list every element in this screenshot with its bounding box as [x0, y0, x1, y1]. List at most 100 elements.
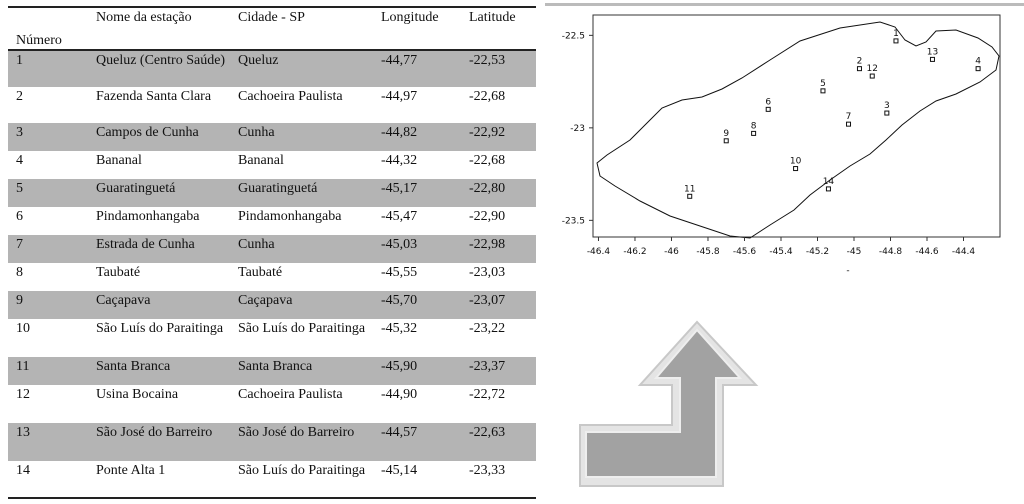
region-outline: [596, 21, 1000, 239]
table-cell: Queluz (Centro Saúde): [96, 50, 238, 87]
table-cell: -44,32: [381, 153, 418, 168]
station-label: 11: [684, 184, 695, 194]
table-cell: Caçapava: [96, 291, 238, 319]
table-cell: -23,07: [469, 291, 536, 319]
table-row: 2 Fazenda Santa Clara Cachoeira Paulista -4…: [8, 87, 536, 123]
table-cell: Fazenda Santa Clara: [96, 89, 212, 104]
table-cell: Santa Branca: [238, 357, 381, 385]
header-cell: Número: [8, 8, 96, 51]
table-cell: -23,37: [469, 357, 536, 385]
table-cell: -45,17: [381, 179, 469, 207]
table-cell: Cachoeira Paulista: [238, 89, 343, 104]
y-tick-label: -23.5: [562, 216, 585, 226]
station-marker: [884, 110, 890, 116]
table-cell: 3: [8, 123, 96, 151]
table-row: 13 São José do Barreiro São José do Barrei…: [8, 423, 536, 461]
table-cell: -44,82: [381, 123, 469, 151]
table-cell: -45,03: [381, 235, 469, 263]
table-cell: Bananal: [238, 153, 284, 168]
arrow-icon: [579, 320, 759, 487]
station-label: 13: [927, 47, 938, 57]
station-table: Número Nome da estação Cidade - SP Longitud…: [8, 8, 536, 497]
y-tick-label: -22.5: [562, 31, 585, 41]
station-label: 10: [790, 157, 802, 167]
table-cell: Usina Bocaina: [96, 387, 179, 402]
table-cell: -44,77: [381, 50, 469, 87]
table-cell: -45,32: [381, 321, 418, 336]
table-cell: Estrada de Cunha: [96, 235, 238, 263]
table-cell: Guaratinguetá: [238, 179, 381, 207]
table-cell: -44,90: [381, 387, 418, 402]
table-cell: 1: [8, 50, 96, 87]
table-cell: -23,33: [469, 463, 506, 478]
x-tick-label: -44.6: [915, 247, 939, 257]
table-cell: São Luís do Paraitinga: [238, 463, 366, 478]
x-tick-label: -45: [847, 247, 862, 257]
table-cell: -22,63: [469, 423, 536, 461]
header-cell: Nome da estação: [96, 8, 238, 51]
x-tick-label: -44.4: [952, 247, 976, 257]
table-cell: 2: [16, 89, 23, 104]
x-tick-label: -46.2: [623, 247, 646, 257]
table-cell: Taubaté: [96, 265, 141, 280]
table-cell: -22,80: [469, 179, 536, 207]
y-tick-label: -23: [570, 124, 585, 134]
station-marker: [975, 66, 981, 72]
table-row: 12 Usina Bocaina Cachoeira Paulista -44,90 -…: [8, 385, 536, 423]
table-cell: Ponte Alta 1: [96, 463, 166, 478]
x-tick-label: -46.4: [587, 247, 611, 257]
table-row: 3 Campos de Cunha Cunha -44,82 -22,92: [8, 123, 536, 151]
table-cell: São José do Barreiro: [238, 423, 381, 461]
station-marker: [825, 186, 831, 192]
table-cell: Santa Branca: [96, 357, 238, 385]
table-cell: Cunha: [238, 123, 381, 151]
table-cell: 7: [8, 235, 96, 263]
table-cell: Cunha: [238, 235, 381, 263]
table-cell: -45,90: [381, 357, 469, 385]
station-label: 8: [751, 121, 757, 131]
table-row: 1 Queluz (Centro Saúde) Queluz -44,77 -22,53: [8, 50, 536, 87]
map-frame: [592, 14, 1001, 238]
x-tick-label: -46: [664, 247, 679, 257]
table-row: 14 Ponte Alta 1 São Luís do Paraitinga -45,…: [8, 461, 536, 497]
station-marker: [687, 193, 693, 199]
table-cell: Guaratinguetá: [96, 179, 238, 207]
table-frame: Número Nome da estação Cidade - SP Longitud…: [8, 6, 536, 499]
table-row: 9 Caçapava Caçapava -45,70 -23,07: [8, 291, 536, 319]
station-label: 6: [765, 97, 771, 107]
table-cell: São Luís do Paraitinga: [96, 321, 224, 336]
station-marker: [765, 106, 771, 112]
table-cell: 6: [16, 209, 23, 224]
table-row: 5 Guaratinguetá Guaratinguetá -45,17 -22,80: [8, 179, 536, 207]
table-cell: -44,97: [381, 89, 418, 104]
table-cell: -22,68: [469, 153, 506, 168]
table-cell: 12: [16, 387, 30, 402]
table-row: 8 Taubaté Taubaté -45,55 -23,03: [8, 263, 536, 291]
table-cell: -22,98: [469, 235, 536, 263]
table-cell: 13: [8, 423, 96, 461]
table-cell: Pindamonhangaba: [96, 209, 200, 224]
station-marker: [846, 121, 852, 127]
header-cell: Longitude: [381, 8, 469, 51]
table-cell: -22,68: [469, 89, 506, 104]
x-tick-label: -45.2: [806, 247, 829, 257]
table-cell: -45,47: [381, 209, 418, 224]
station-label: 4: [975, 57, 981, 67]
station-marker: [751, 130, 757, 136]
table-row: 11 Santa Branca Santa Branca -45,90 -23,37: [8, 357, 536, 385]
station-label: 2: [857, 57, 863, 67]
table-row: 4 Bananal Bananal -44,32 -22,68: [8, 151, 536, 179]
x-tick-label: -45.6: [733, 247, 757, 257]
table-cell: São José do Barreiro: [96, 423, 238, 461]
table-cell: São Luís do Paraitinga: [238, 321, 366, 336]
table-cell: -44,57: [381, 423, 469, 461]
station-label: 7: [846, 112, 852, 122]
table-cell: -22,92: [469, 123, 536, 151]
table-cell: 4: [16, 153, 23, 168]
station-label: 14: [823, 177, 835, 187]
x-tick-label: -45.8: [696, 247, 720, 257]
x-tick-label: -45.4: [769, 247, 793, 257]
table-cell: 11: [8, 357, 96, 385]
